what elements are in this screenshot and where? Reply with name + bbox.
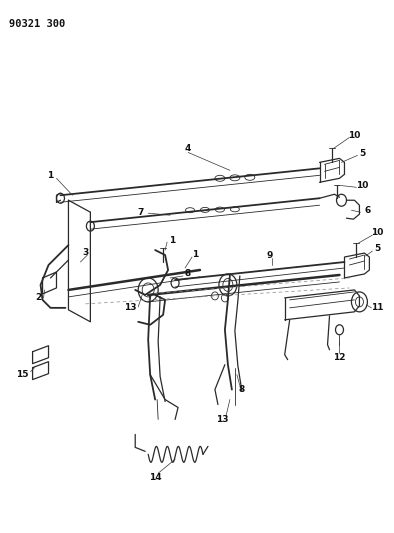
Text: 9: 9 <box>267 251 273 260</box>
Text: 10: 10 <box>356 181 369 190</box>
Text: 6: 6 <box>364 206 370 215</box>
Text: 14: 14 <box>149 473 162 482</box>
Text: 13: 13 <box>124 303 136 312</box>
Text: 8: 8 <box>239 385 245 394</box>
Text: 4: 4 <box>185 144 191 153</box>
Text: 90321 300: 90321 300 <box>9 19 65 29</box>
Text: 15: 15 <box>17 370 29 379</box>
Text: 11: 11 <box>371 303 384 312</box>
Text: 3: 3 <box>82 247 89 256</box>
Text: 5: 5 <box>374 244 381 253</box>
Text: 2: 2 <box>35 293 42 302</box>
Text: 13: 13 <box>216 415 228 424</box>
Text: 5: 5 <box>359 149 366 158</box>
Text: 10: 10 <box>371 228 383 237</box>
Text: 1: 1 <box>192 249 198 259</box>
Text: 10: 10 <box>348 131 361 140</box>
Text: 1: 1 <box>47 171 54 180</box>
Text: 8: 8 <box>185 270 191 278</box>
Text: 1: 1 <box>169 236 175 245</box>
Text: 12: 12 <box>333 353 346 362</box>
Text: 7: 7 <box>137 208 143 217</box>
